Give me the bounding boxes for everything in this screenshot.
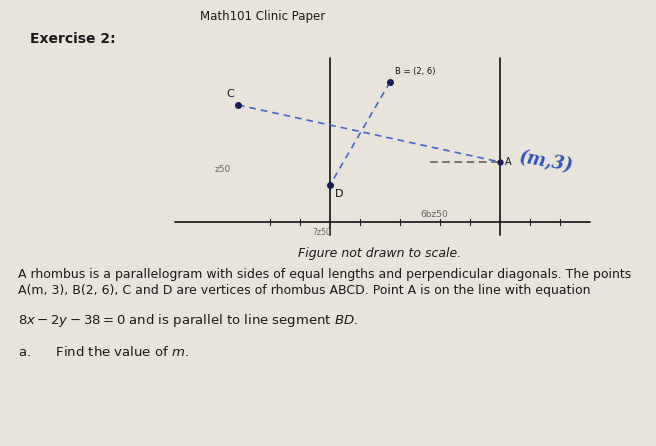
Text: 6bz50: 6bz50	[420, 210, 448, 219]
Text: z50: z50	[215, 165, 232, 174]
Text: $8x-2y-38=0$ and is parallel to line segment $BD$.: $8x-2y-38=0$ and is parallel to line seg…	[18, 312, 358, 329]
Text: Exercise 2:: Exercise 2:	[30, 32, 115, 46]
Text: Figure not drawn to scale.: Figure not drawn to scale.	[298, 247, 462, 260]
Text: 7z50: 7z50	[313, 228, 331, 237]
Text: (m,3): (m,3)	[518, 149, 575, 176]
Text: C: C	[226, 89, 234, 99]
Text: A: A	[505, 157, 512, 167]
Text: Math101 Clinic Paper: Math101 Clinic Paper	[200, 10, 325, 23]
Text: D: D	[335, 189, 344, 199]
Text: B = (2, 6): B = (2, 6)	[395, 67, 436, 76]
Text: A(m, 3), B(2, 6), C and D are vertices of rhombus ABCD. Point A is on the line w: A(m, 3), B(2, 6), C and D are vertices o…	[18, 284, 590, 297]
Text: A rhombus is a parallelogram with sides of equal lengths and perpendicular diago: A rhombus is a parallelogram with sides …	[18, 268, 631, 281]
Text: a.      Find the value of $m$.: a. Find the value of $m$.	[18, 345, 189, 359]
